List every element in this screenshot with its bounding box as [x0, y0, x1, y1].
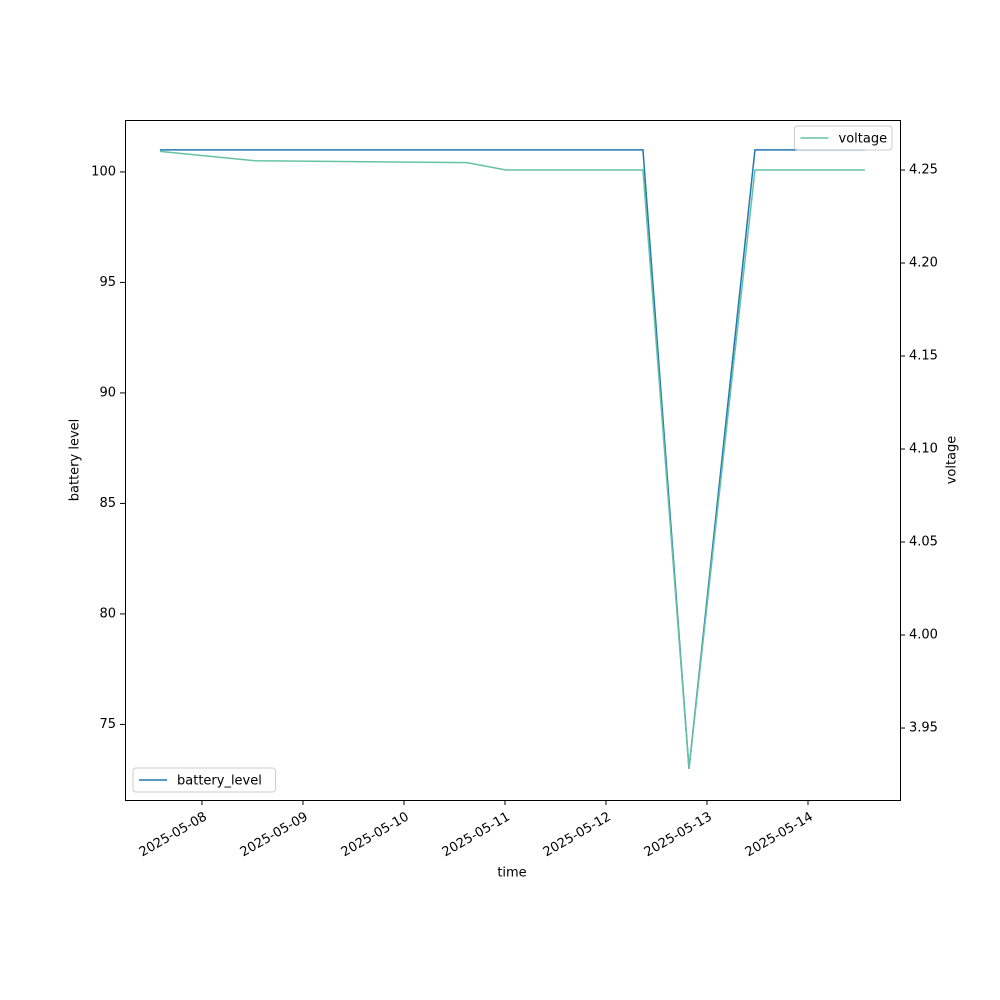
y-tick-label: 95 [99, 275, 116, 290]
legend-box [794, 125, 893, 151]
data-line [159, 149, 865, 769]
y2-axis-label: voltage [945, 436, 960, 485]
x-tick-label: 2025-05-13 [642, 810, 715, 861]
y-tick-label: 100 [91, 164, 116, 179]
y-tick-label: 80 [99, 606, 116, 621]
x-tick-label: 2025-05-09 [238, 810, 311, 861]
x-tick-label: 2025-05-12 [541, 810, 614, 861]
x-axis-label: time [497, 866, 526, 881]
legend-label: battery_level [177, 774, 262, 789]
x-tick-label: 2025-05-10 [339, 810, 412, 861]
legend-box [132, 767, 276, 793]
x-tick-label: 2025-05-14 [743, 810, 816, 861]
y-tick-label: 75 [99, 717, 116, 732]
y2-tick-label: 4.20 [909, 256, 938, 271]
y-axis-label: battery level [68, 419, 83, 502]
y-tick-label: 85 [99, 496, 116, 511]
legend-label: voltage [839, 132, 888, 147]
x-tick-label: 2025-05-08 [137, 810, 210, 861]
plot-frame [125, 120, 901, 801]
y2-tick-label: 4.25 [909, 163, 938, 178]
y2-tick-label: 4.10 [909, 442, 938, 457]
y-tick-label: 90 [99, 385, 116, 400]
y2-tick-label: 4.15 [909, 349, 938, 364]
x-tick-label: 2025-05-11 [440, 810, 513, 861]
y2-tick-label: 4.05 [909, 535, 938, 550]
y2-tick-label: 3.95 [909, 721, 938, 736]
y2-tick-label: 4.00 [909, 628, 938, 643]
data-line [159, 150, 865, 770]
